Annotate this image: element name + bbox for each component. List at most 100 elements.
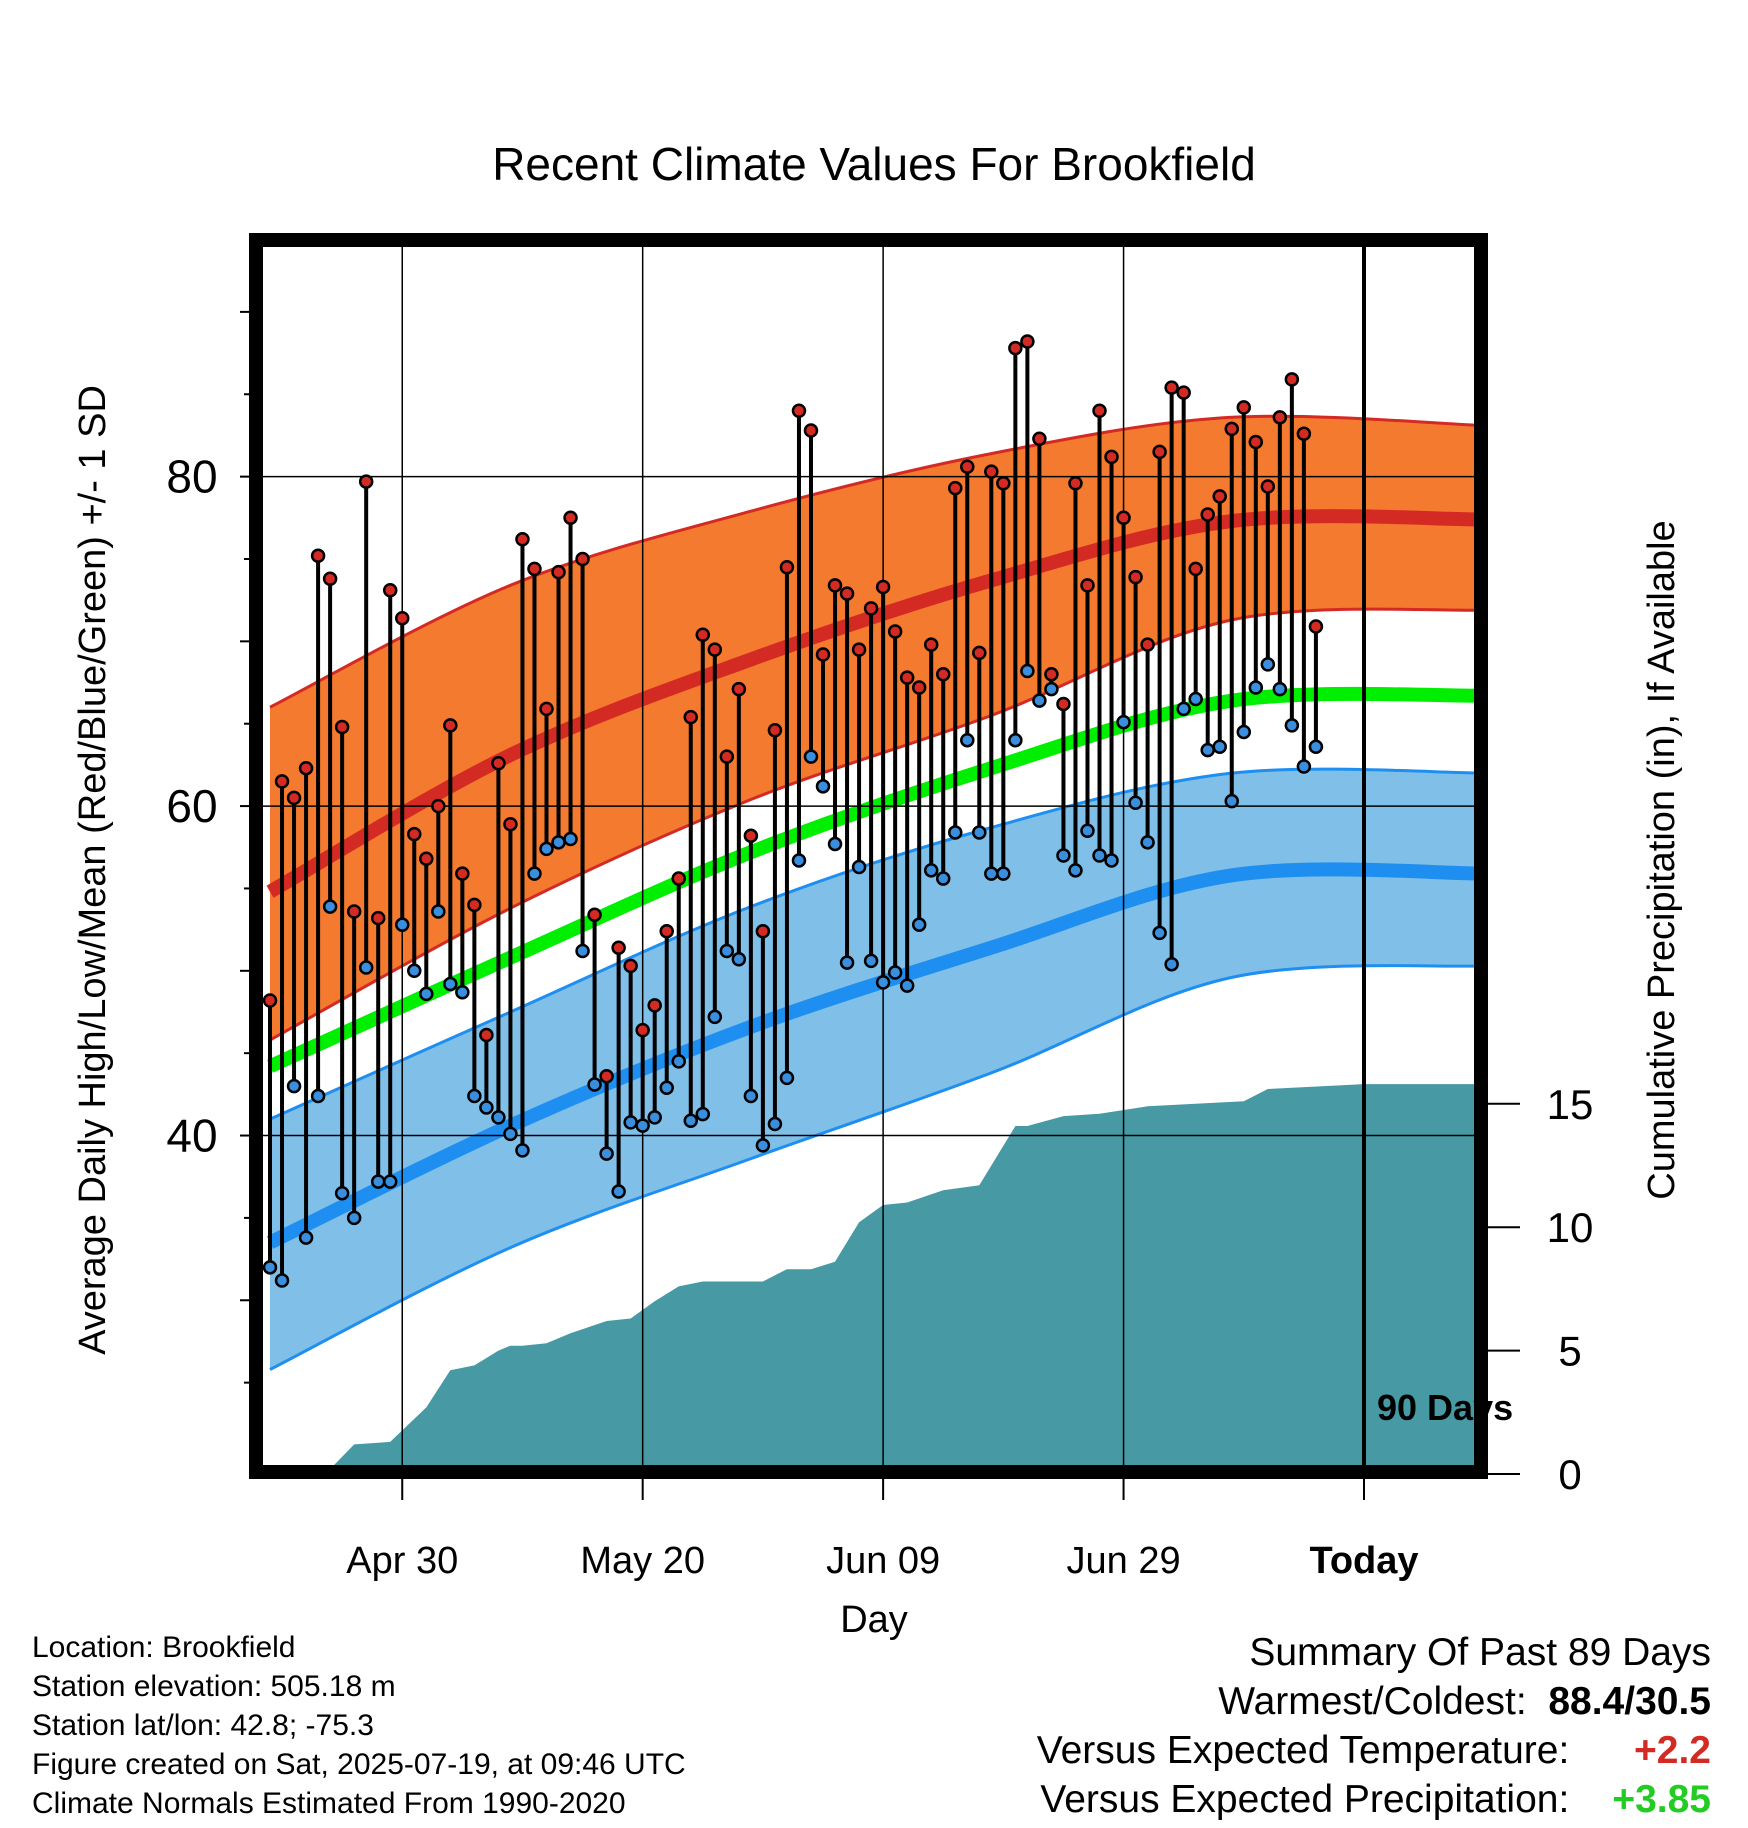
daily-low-point xyxy=(611,1184,626,1199)
summary-precip: Versus Expected Precipitation: +3.85 xyxy=(1037,1775,1711,1824)
x-tick-label: May 20 xyxy=(580,1540,705,1582)
daily-high-point xyxy=(1080,578,1095,593)
daily-high-point xyxy=(767,723,783,738)
daily-low-point xyxy=(683,1113,699,1128)
daily-low-point xyxy=(1080,823,1095,839)
window-label: 90 Days xyxy=(1377,1387,1513,1428)
daily-high-point xyxy=(803,423,819,438)
daily-low-point xyxy=(659,1080,674,1096)
x-tick-label: Apr 30 xyxy=(346,1540,458,1582)
daily-high-point xyxy=(274,774,290,789)
daily-high-point xyxy=(575,551,590,567)
daily-low-point xyxy=(731,952,747,967)
low-lower-edge xyxy=(269,964,1474,1371)
summary-panel: Summary Of Past 89 Days Warmest/Coldest:… xyxy=(1037,1628,1711,1824)
daily-high-point xyxy=(935,667,951,682)
x-tick-label: Jun 09 xyxy=(826,1540,940,1582)
daily-high-point xyxy=(743,828,759,843)
daily-low-point xyxy=(479,1100,494,1115)
daily-low-point xyxy=(1140,835,1155,850)
daily-low-point xyxy=(960,732,975,748)
daily-low-point xyxy=(815,779,831,794)
daily-high-point xyxy=(479,1027,494,1043)
plot-content xyxy=(263,246,1474,1465)
y2-axis-label: Cumulative Precipitation (in), If Availa… xyxy=(1641,520,1683,1199)
daily-low-point xyxy=(671,1054,686,1069)
daily-high-point xyxy=(948,480,963,496)
daily-low-point xyxy=(527,866,542,881)
daily-high-point xyxy=(899,670,915,685)
daily-high-point xyxy=(491,756,506,771)
daily-low-point xyxy=(791,853,807,868)
daily-low-point xyxy=(346,1210,362,1226)
daily-high-point xyxy=(1284,372,1300,387)
daily-low-point xyxy=(948,825,963,840)
daily-high-point xyxy=(863,601,879,616)
daily-high-point xyxy=(263,993,278,1008)
daily-high-point xyxy=(431,798,446,814)
daily-high-point xyxy=(1224,421,1240,437)
daily-high-point xyxy=(407,826,422,842)
daily-low-point xyxy=(334,1185,350,1201)
daily-low-point xyxy=(1104,853,1119,868)
daily-high-point xyxy=(515,531,530,547)
daily-low-point xyxy=(1224,793,1240,809)
daily-high-point xyxy=(1212,489,1227,504)
created-text: Figure created on Sat, 2025-07-19, at 09… xyxy=(32,1748,686,1781)
daily-low-point xyxy=(1152,925,1167,941)
daily-high-point xyxy=(707,642,723,657)
summary-warmest: Warmest/Coldest: 88.4/30.5 xyxy=(1037,1677,1711,1726)
daily-high-point xyxy=(370,910,386,926)
daily-low-point xyxy=(875,975,891,990)
daily-high-point xyxy=(322,571,338,587)
daily-high-point xyxy=(467,897,482,913)
daily-high-point xyxy=(1128,569,1143,585)
daily-high-point xyxy=(731,681,747,697)
daily-high-point xyxy=(527,561,542,577)
daily-low-point xyxy=(996,866,1011,881)
daily-low-point xyxy=(1284,718,1300,733)
daily-low-point xyxy=(370,1174,386,1189)
temp-value: +2.2 xyxy=(1634,1729,1711,1772)
daily-high-point xyxy=(1044,667,1059,682)
x-axis-label: Day xyxy=(840,1599,908,1641)
daily-low-point xyxy=(1008,732,1023,748)
daily-low-point xyxy=(899,978,915,993)
daily-high-point xyxy=(671,871,686,886)
y-tick-label: 60 xyxy=(166,780,217,832)
daily-low-point xyxy=(827,836,843,852)
daily-low-point xyxy=(972,825,987,840)
daily-high-point xyxy=(647,998,662,1013)
normal-high-line xyxy=(266,509,1474,898)
daily-low-point xyxy=(984,866,999,881)
daily-low-point xyxy=(1308,739,1324,755)
daily-low-point xyxy=(310,1088,326,1104)
precip-area xyxy=(334,1084,1474,1465)
latlon-text: Station lat/lon: 42.8; -75.3 xyxy=(32,1709,374,1742)
daily-low-point xyxy=(1020,663,1035,679)
daily-low-point xyxy=(503,1126,518,1142)
daily-low-point xyxy=(491,1110,506,1125)
daily-high-point xyxy=(1140,637,1155,652)
high-upper-edge xyxy=(269,414,1474,709)
normal-low-line xyxy=(266,862,1474,1249)
daily-low-point xyxy=(719,943,735,959)
y2-tick-label: 0 xyxy=(1558,1451,1581,1498)
daily-low-point xyxy=(1176,701,1191,717)
daily-low-point xyxy=(358,960,374,975)
daily-high-point xyxy=(539,701,554,717)
daily-low-point xyxy=(587,1077,602,1092)
daily-low-point xyxy=(743,1088,759,1104)
daily-high-point xyxy=(960,459,975,474)
daily-high-point xyxy=(695,627,711,643)
daily-high-point xyxy=(419,851,434,867)
daily-low-point xyxy=(1188,691,1203,707)
normals-text: Climate Normals Estimated From 1990-2020 xyxy=(32,1787,626,1820)
daily-high-point xyxy=(310,548,326,563)
daily-low-point xyxy=(863,953,879,969)
daily-low-point xyxy=(394,917,410,932)
daily-low-point xyxy=(407,963,422,979)
daily-high-point xyxy=(1272,410,1288,425)
daily-low-point xyxy=(1056,848,1071,863)
daily-high-point xyxy=(851,642,867,657)
